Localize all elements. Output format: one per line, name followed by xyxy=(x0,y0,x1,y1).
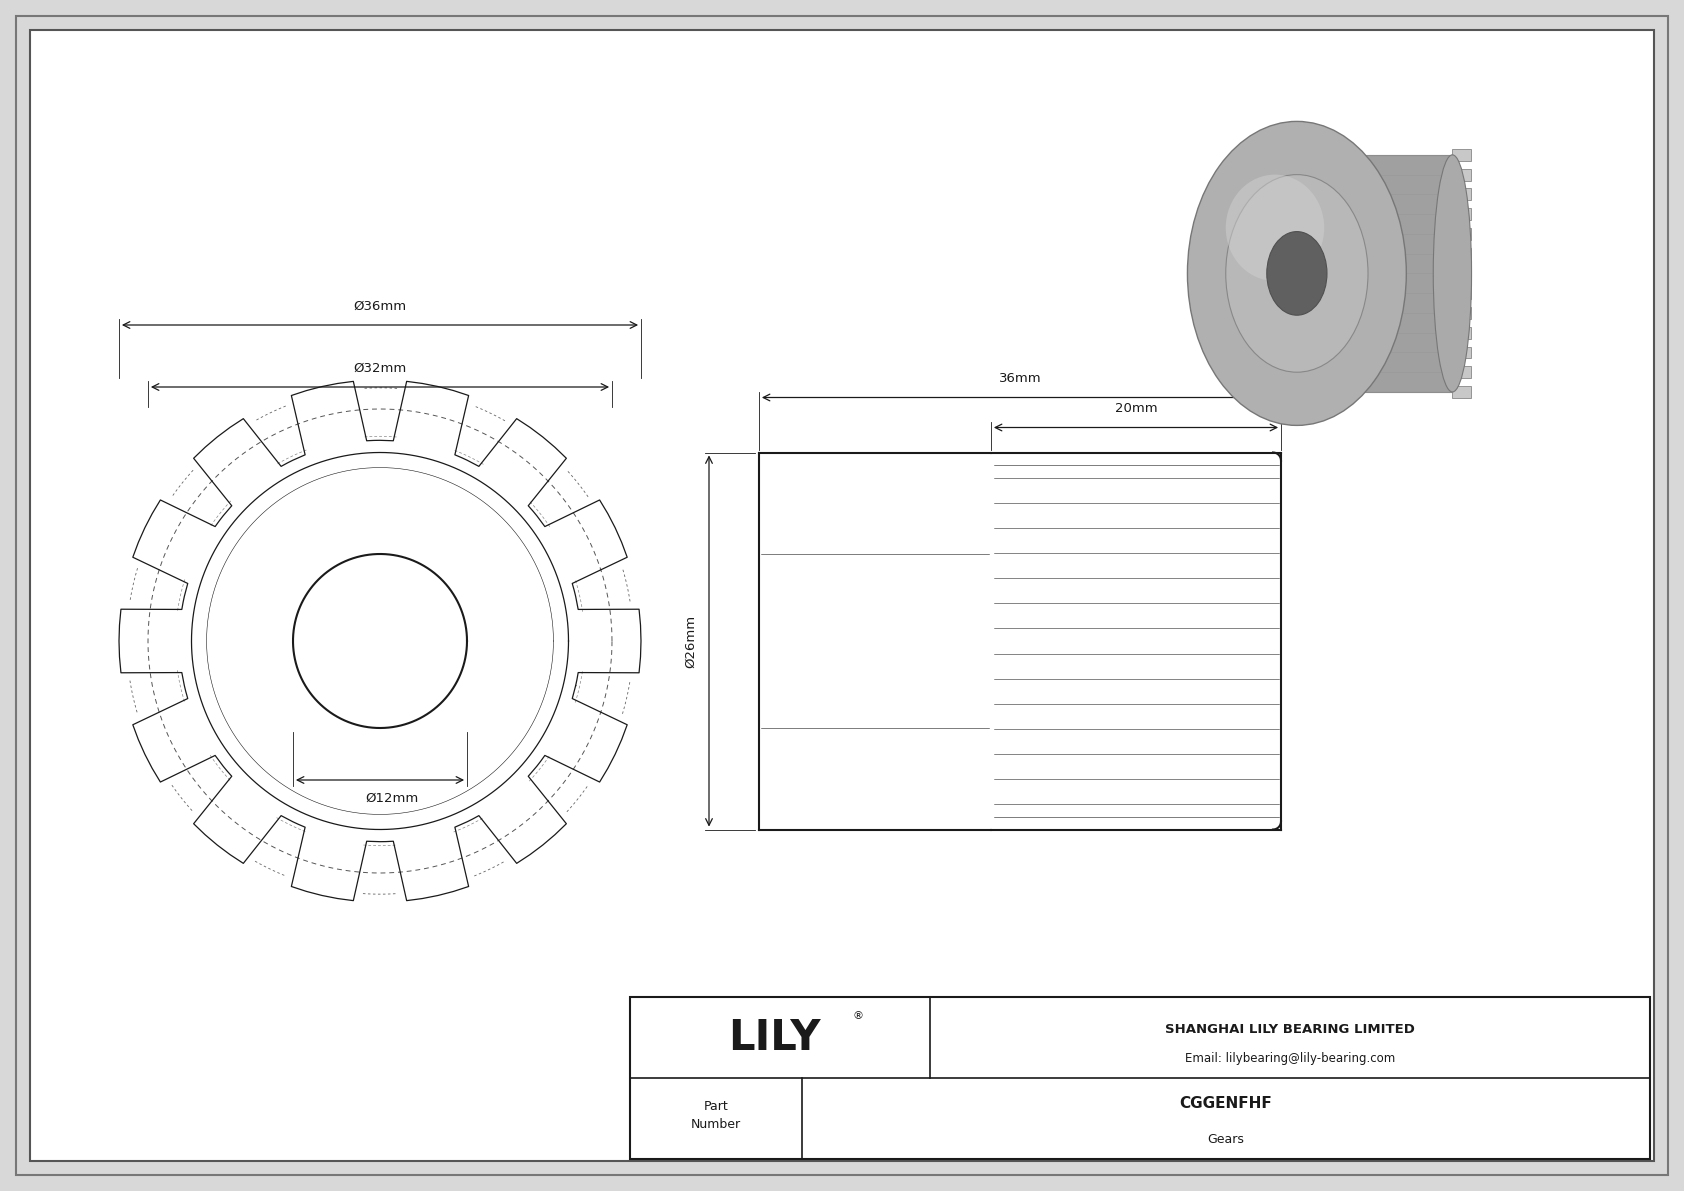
Bar xyxy=(1452,208,1470,220)
Text: 36mm: 36mm xyxy=(999,373,1041,386)
Bar xyxy=(1452,367,1470,378)
Text: CGGENFHF: CGGENFHF xyxy=(1179,1097,1273,1111)
Ellipse shape xyxy=(1187,121,1406,425)
Bar xyxy=(630,997,1650,1159)
Text: Ø12mm: Ø12mm xyxy=(365,792,419,805)
Bar xyxy=(1452,287,1470,299)
Text: LILY: LILY xyxy=(727,1016,820,1059)
Text: Email: lilybearing@lily-bearing.com: Email: lilybearing@lily-bearing.com xyxy=(1186,1052,1394,1065)
Polygon shape xyxy=(1319,155,1452,392)
Text: Gears: Gears xyxy=(1207,1133,1244,1146)
Bar xyxy=(1452,326,1470,338)
Text: ®: ® xyxy=(852,1011,864,1022)
Ellipse shape xyxy=(1226,175,1324,281)
Bar xyxy=(1452,386,1470,398)
Ellipse shape xyxy=(1226,175,1367,373)
Bar xyxy=(1452,188,1470,200)
Text: Ø26mm: Ø26mm xyxy=(684,615,697,668)
Bar xyxy=(1452,149,1470,161)
Ellipse shape xyxy=(1433,155,1472,392)
Ellipse shape xyxy=(1266,231,1327,316)
Text: 20mm: 20mm xyxy=(1115,403,1157,416)
Bar xyxy=(1452,248,1470,260)
Bar xyxy=(1452,268,1470,280)
Bar xyxy=(1452,347,1470,358)
Bar xyxy=(1150,91,1630,470)
Text: Ø32mm: Ø32mm xyxy=(354,362,406,375)
Text: Part
Number: Part Number xyxy=(690,1099,741,1130)
Bar xyxy=(1452,307,1470,319)
Bar xyxy=(1452,227,1470,239)
Text: Ø36mm: Ø36mm xyxy=(354,300,406,313)
Text: SHANGHAI LILY BEARING LIMITED: SHANGHAI LILY BEARING LIMITED xyxy=(1165,1023,1415,1036)
Bar xyxy=(1452,169,1470,181)
